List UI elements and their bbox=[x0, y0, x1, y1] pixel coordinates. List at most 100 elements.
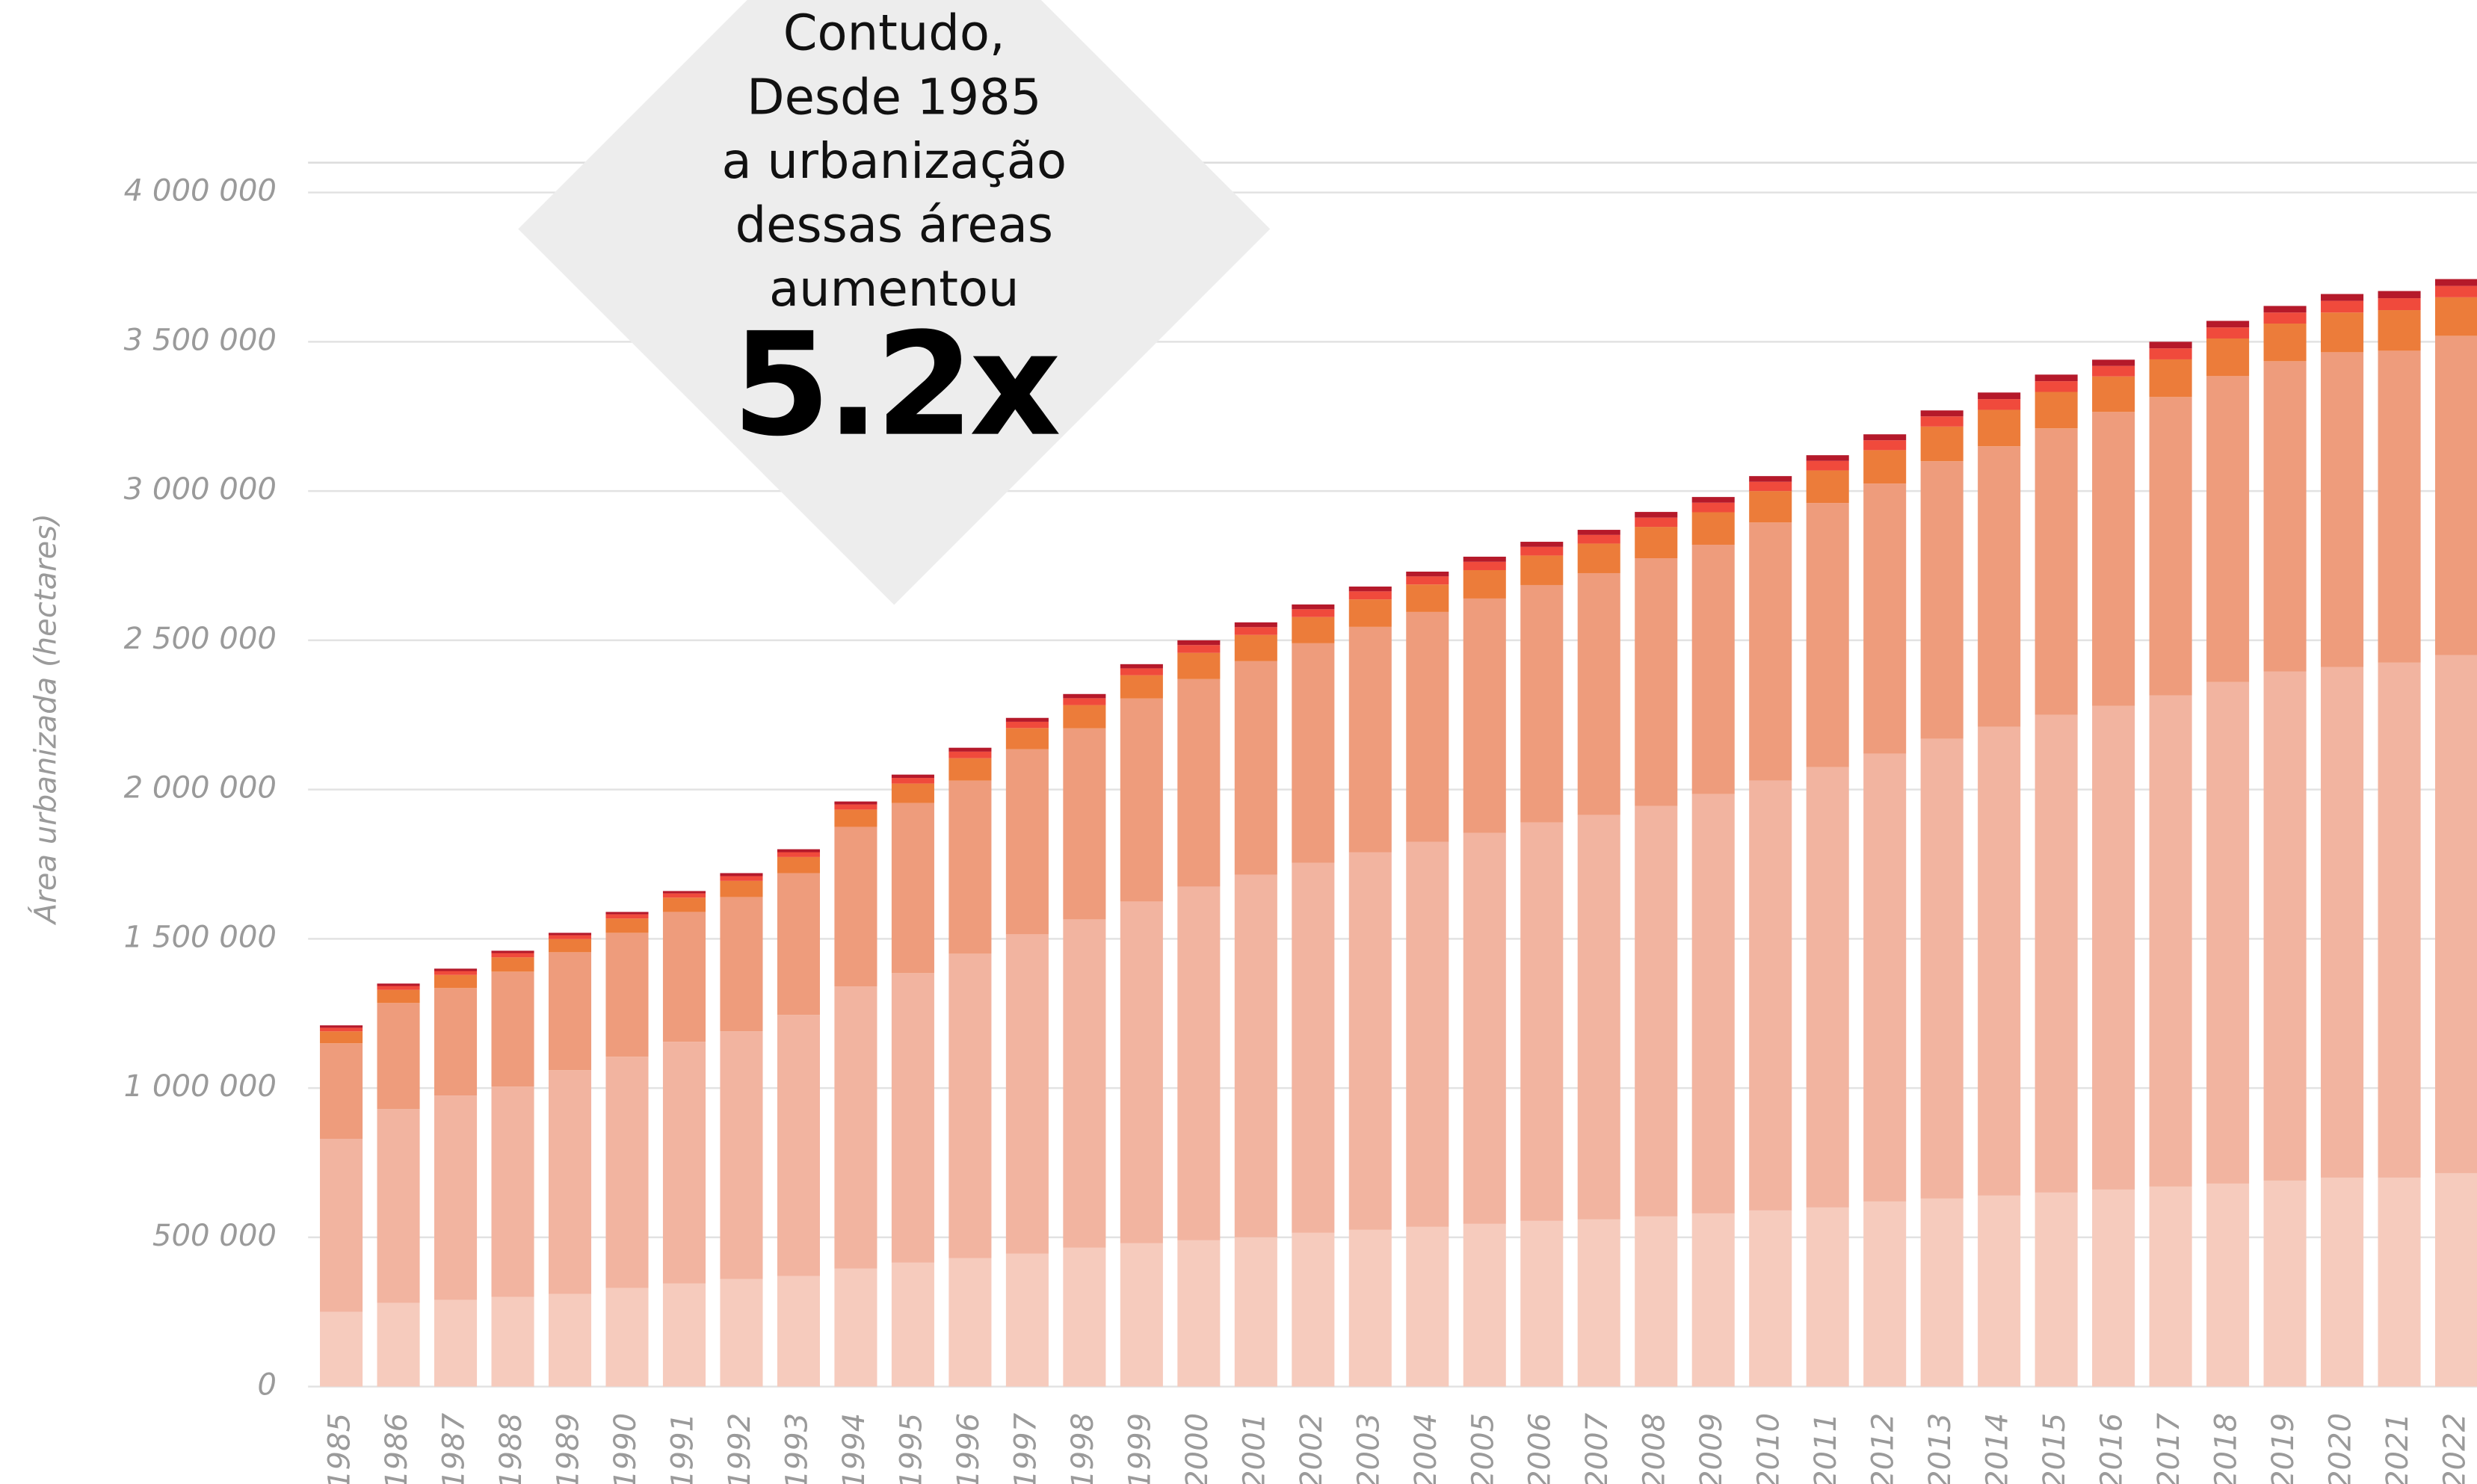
bar-segment bbox=[1234, 627, 1277, 635]
bar-segment bbox=[1234, 874, 1277, 1237]
bar-segment bbox=[491, 971, 534, 1087]
bar-segment bbox=[2263, 324, 2307, 362]
x-tick-label: 1993 bbox=[780, 1413, 814, 1484]
bar-segment bbox=[2206, 327, 2250, 338]
y-tick-label: 1 000 000 bbox=[124, 1069, 277, 1104]
bar-segment bbox=[720, 1031, 763, 1279]
bar-segment bbox=[1978, 726, 2021, 1196]
annotation-line: dessas áreas bbox=[735, 197, 1053, 253]
annotation-line: a urbanização bbox=[721, 133, 1067, 190]
x-tick-label: 1986 bbox=[380, 1413, 414, 1484]
x-tick-label: 1998 bbox=[1066, 1413, 1100, 1484]
bar-segment bbox=[605, 933, 649, 1057]
bar-segment bbox=[2092, 1189, 2135, 1387]
bar-segment bbox=[948, 1258, 992, 1387]
annotation-diamond bbox=[518, 0, 1271, 605]
annotation-line: aumentou bbox=[769, 261, 1020, 318]
bar-segment bbox=[720, 876, 763, 881]
bar-segment bbox=[2149, 397, 2192, 696]
bar-segment bbox=[1749, 522, 1792, 781]
bar-segment bbox=[2321, 667, 2364, 1178]
bar-segment bbox=[377, 1109, 420, 1303]
x-tick-label: 1992 bbox=[723, 1413, 757, 1484]
bar-segment bbox=[834, 1268, 877, 1387]
bar-segment bbox=[2206, 321, 2250, 328]
bar-segment bbox=[948, 953, 992, 1258]
x-tick-label: 2001 bbox=[1237, 1413, 1271, 1484]
bar-segment bbox=[1177, 652, 1221, 679]
bar-segment bbox=[1978, 399, 2021, 410]
bar-segment bbox=[1120, 664, 1163, 669]
bar-segment bbox=[1749, 1210, 1792, 1387]
bar-segment bbox=[1806, 767, 1849, 1208]
bar-segment bbox=[1749, 491, 1792, 523]
bar-segment bbox=[662, 1042, 706, 1284]
bar-segment bbox=[2321, 352, 2364, 667]
x-tick-label: 2011 bbox=[1809, 1413, 1843, 1484]
bar-segment bbox=[1920, 461, 1964, 739]
bar-segment bbox=[434, 1095, 478, 1300]
bar-segment bbox=[720, 880, 763, 897]
bar-segment bbox=[2378, 350, 2421, 663]
bar-segment bbox=[1863, 450, 1907, 484]
bar-segment bbox=[777, 873, 820, 1015]
bar-segment bbox=[1063, 698, 1106, 705]
bar-segment bbox=[834, 804, 877, 810]
bar-segment bbox=[891, 1262, 934, 1387]
bar-segment bbox=[1177, 640, 1221, 646]
y-axis-label: Área urbanizada (hectares) bbox=[27, 513, 63, 926]
x-tick-label: 2009 bbox=[1694, 1413, 1729, 1484]
annotation-value: 5.2x bbox=[732, 302, 1059, 468]
bar-segment bbox=[1005, 749, 1049, 935]
bar-segment bbox=[1177, 645, 1221, 653]
bar-segment bbox=[834, 801, 877, 805]
bar-segment bbox=[434, 971, 478, 975]
x-tick-label: 1995 bbox=[894, 1413, 928, 1484]
bar-segment bbox=[891, 803, 934, 974]
bar-segment bbox=[2434, 285, 2477, 297]
bar-segment bbox=[1635, 1216, 1678, 1387]
bar-segment bbox=[1806, 1207, 1849, 1387]
y-tick-label: 2 000 000 bbox=[124, 771, 277, 806]
bar-segment bbox=[1920, 416, 1964, 427]
y-tick-label: 3 500 000 bbox=[124, 323, 277, 357]
bar-segment bbox=[2434, 655, 2477, 1173]
annotation: Contudo, Desde 1985 a urbanização dessas ár… bbox=[721, 5, 1067, 468]
bar-segment bbox=[2263, 671, 2307, 1181]
bar-segment bbox=[1406, 584, 1449, 612]
bar-segment bbox=[1177, 678, 1221, 887]
bar-segment bbox=[377, 1302, 420, 1387]
bar-segment bbox=[1749, 476, 1792, 482]
bar-segment bbox=[662, 1283, 706, 1387]
x-tick-label: 2012 bbox=[1866, 1413, 1901, 1484]
bar-segment bbox=[2092, 412, 2135, 706]
bar-segment bbox=[1520, 546, 1564, 556]
bar-segment bbox=[1463, 832, 1506, 1224]
bar-segment bbox=[948, 758, 992, 781]
bar-segment bbox=[1463, 1223, 1506, 1387]
x-tick-label: 2006 bbox=[1523, 1413, 1558, 1484]
bar-segment bbox=[1635, 806, 1678, 1216]
bar-segment bbox=[434, 988, 478, 1096]
bar-segment bbox=[1806, 503, 1849, 767]
bar-segment bbox=[548, 952, 592, 1071]
bar-segment bbox=[2378, 298, 2421, 311]
bar-segment bbox=[662, 891, 706, 894]
bar-segment bbox=[605, 1057, 649, 1288]
bar-segment bbox=[1120, 668, 1163, 675]
bar-segment bbox=[1406, 571, 1449, 577]
bar-segment bbox=[1063, 1247, 1106, 1387]
bar-segment bbox=[1120, 1243, 1163, 1387]
bar-segment bbox=[1463, 561, 1506, 570]
x-tick-label: 1987 bbox=[437, 1412, 472, 1484]
bar-segment bbox=[1691, 1213, 1735, 1387]
x-tick-label: 2004 bbox=[1409, 1413, 1443, 1484]
bar-segment bbox=[777, 849, 820, 853]
bar-segment bbox=[2149, 348, 2192, 359]
bar-segment bbox=[2206, 681, 2250, 1184]
bar-segment bbox=[1234, 634, 1277, 661]
x-tick-label: 2008 bbox=[1638, 1413, 1672, 1484]
bar-segment bbox=[1234, 622, 1277, 628]
bar-segment bbox=[2434, 279, 2477, 286]
